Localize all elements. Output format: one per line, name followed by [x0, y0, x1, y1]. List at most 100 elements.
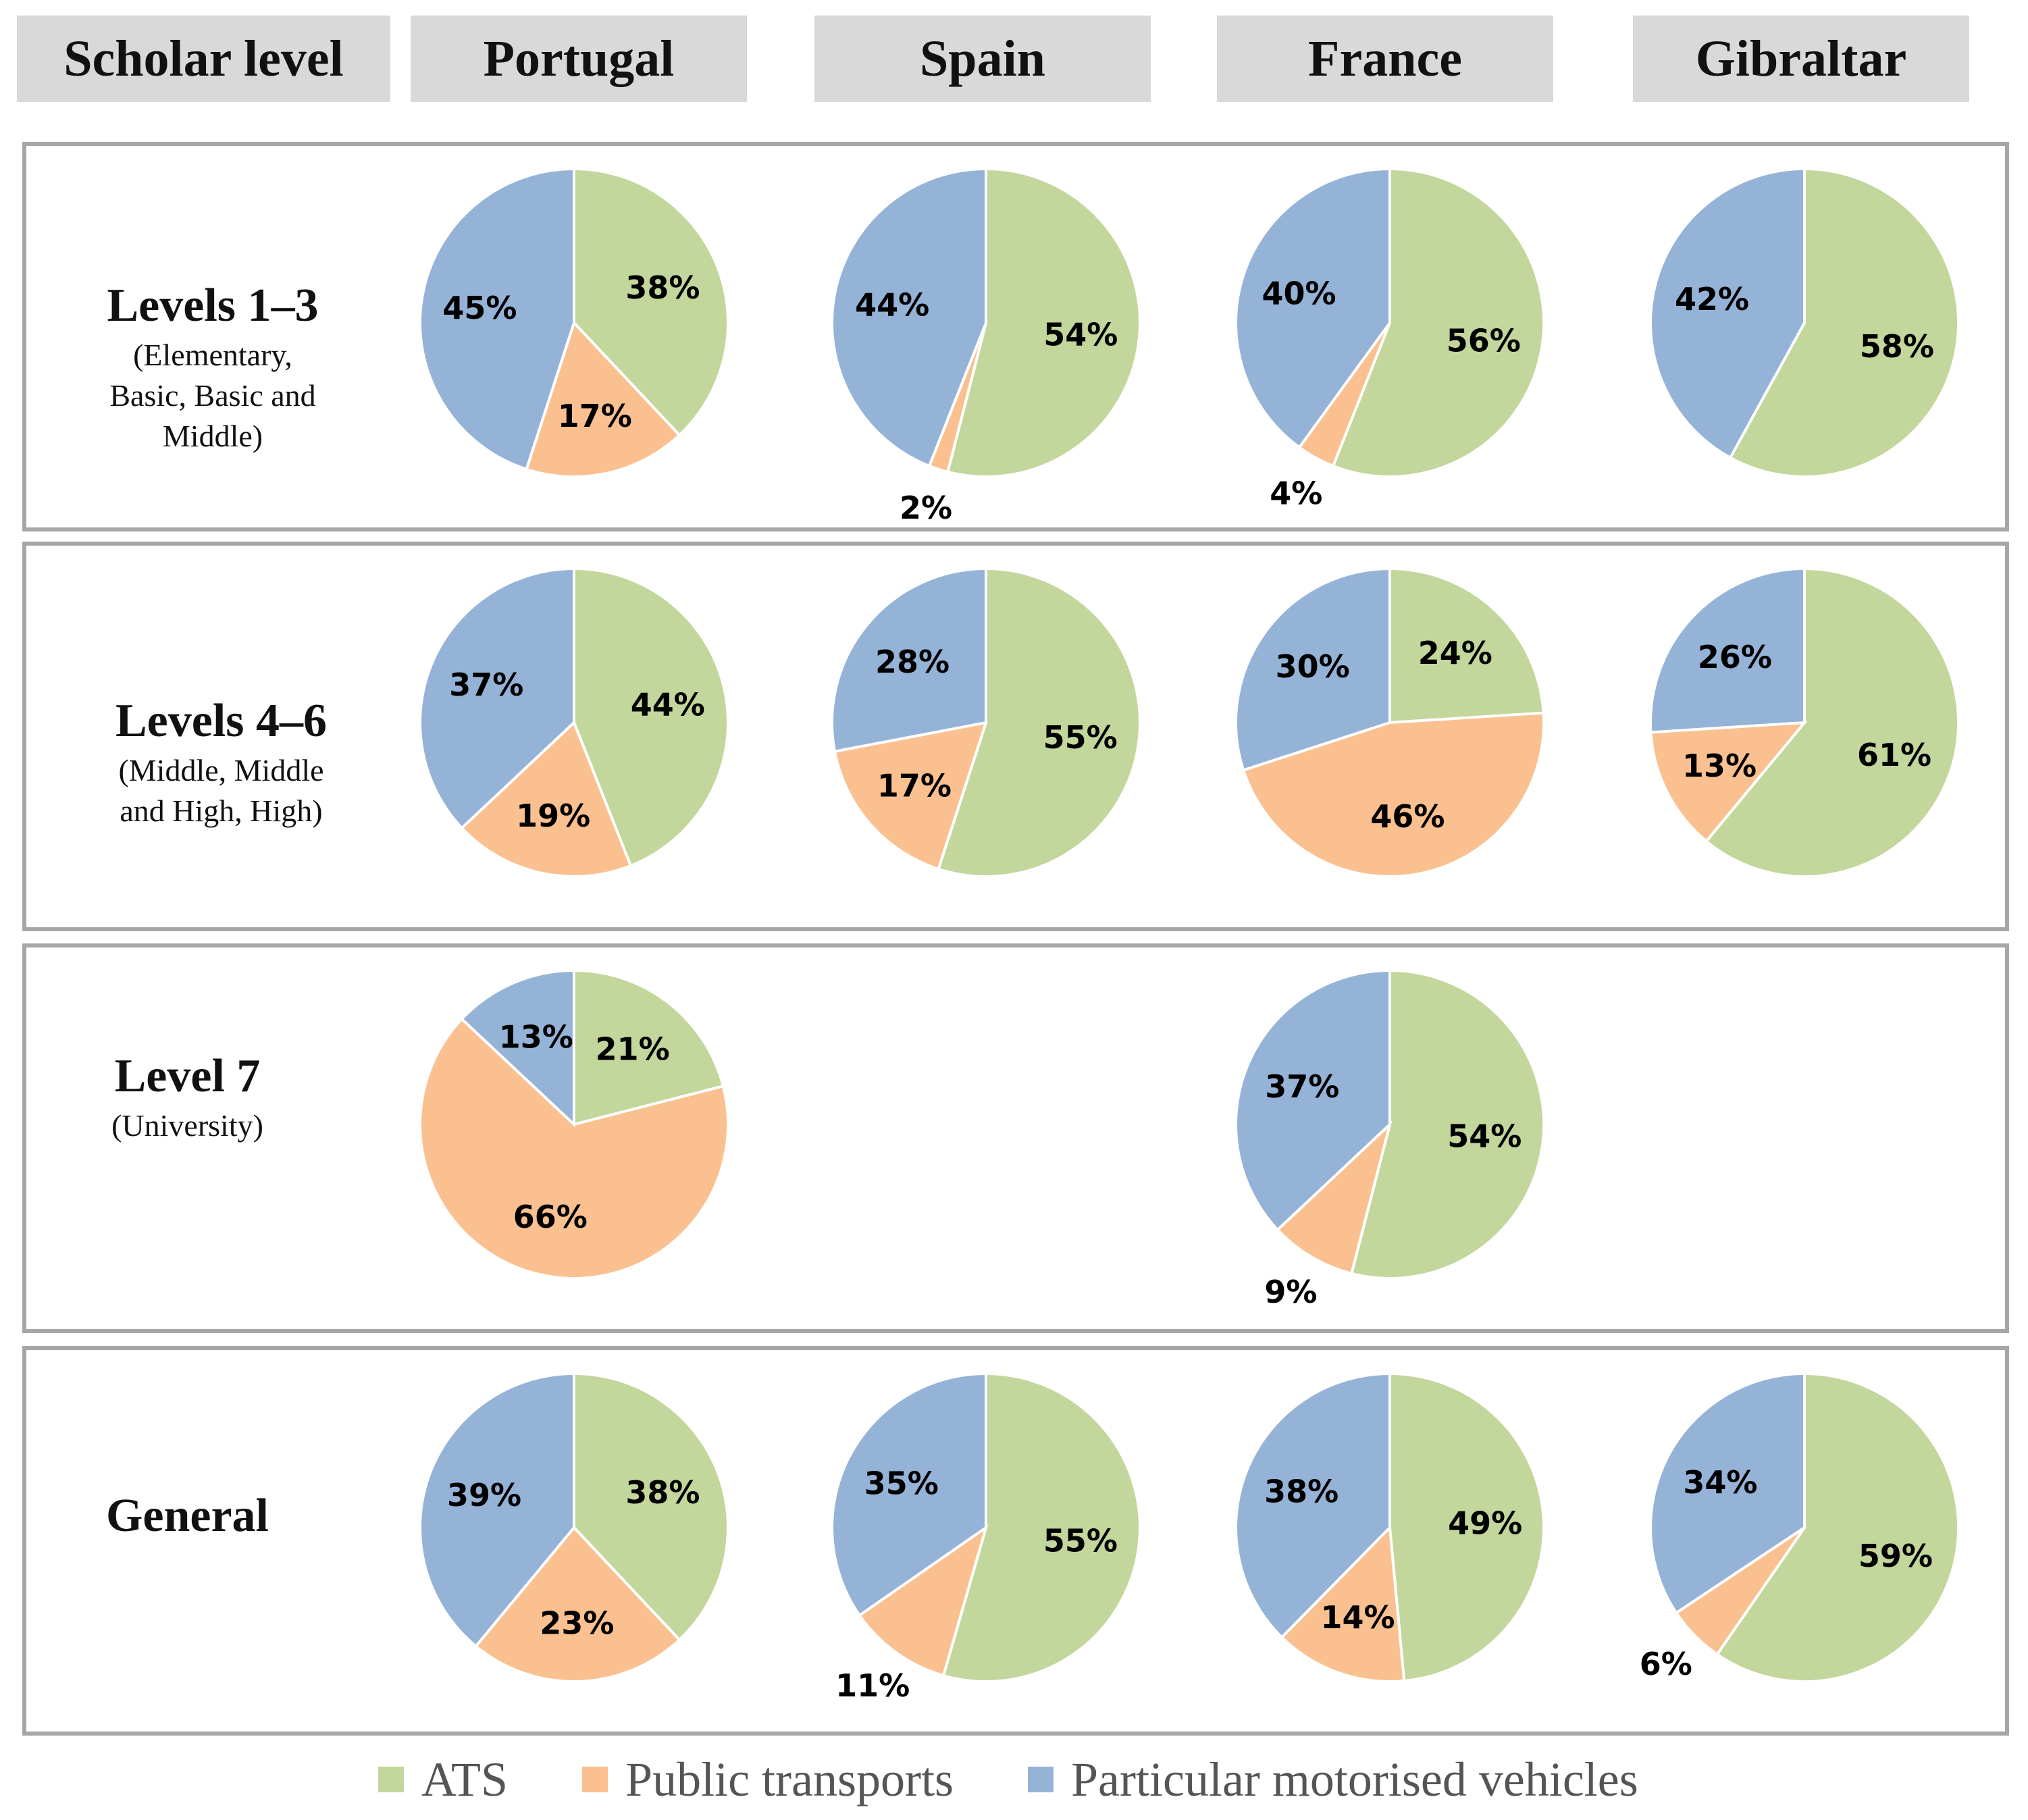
pie-slice-public [419, 1017, 729, 1280]
pie-slice-private [1234, 167, 1391, 450]
pie-label-private: 30% [1276, 648, 1350, 685]
pie-slice-ats [1715, 1372, 1960, 1683]
pie-label-private: 34% [1683, 1464, 1757, 1501]
header-portugal: Portugal [411, 16, 747, 102]
pie-label-public: 9% [1264, 1274, 1317, 1310]
pie-slice-ats [573, 968, 725, 1126]
pie-slice-ats [1388, 567, 1545, 725]
pie-slice-ats [945, 167, 1141, 478]
pie-label-public: 46% [1370, 798, 1445, 835]
pie-label-private: 40% [1262, 275, 1336, 311]
pie-slice-private [419, 167, 575, 471]
pie-spain-general: 55% 11% 35% [831, 1372, 1141, 1704]
pie-label-public: 66% [513, 1199, 588, 1235]
pie-label-ats: 49% [1448, 1505, 1522, 1541]
pie-france-general: 49% 14% 38% [1234, 1372, 1546, 1683]
pie-label-ats: 58% [1860, 328, 1934, 365]
pie-slice-ats [937, 567, 1141, 878]
pie-slice-ats [941, 1372, 1141, 1683]
row-label-sub: (University) [111, 1108, 263, 1143]
pie-slice-private [831, 1372, 987, 1617]
pie-slice-ats [1349, 968, 1545, 1280]
header-spain: Spain [814, 16, 1151, 102]
legend: ATS Public transports Particular motoris… [378, 1749, 1713, 1810]
pie-slice-public [473, 1525, 681, 1683]
pie-spain-levels-4-6: 55% 17% 28% [831, 567, 1141, 878]
pie-france-levels-1-3: 56% 4% 40% [1234, 167, 1545, 511]
pie-slice-private [1234, 968, 1391, 1232]
pie-label-private: 42% [1675, 281, 1749, 317]
pie-label-public: 23% [540, 1605, 614, 1641]
pie-label-ats: 55% [1043, 719, 1118, 756]
pie-label-public: 6% [1640, 1646, 1692, 1682]
pie-slice-public [525, 320, 681, 478]
pie-label-ats: 21% [596, 1031, 670, 1067]
row-label-sub: and High, High) [120, 794, 323, 828]
legend-item-public: Public transports [582, 1752, 954, 1808]
pie-label-ats: 38% [625, 269, 700, 306]
pie-label-private: 39% [447, 1477, 521, 1513]
legend-swatch-private [1028, 1767, 1054, 1792]
pie-label-ats: 59% [1858, 1538, 1933, 1574]
pie-slice-ats [1728, 167, 1960, 478]
row-label-sub: Middle) [162, 419, 263, 453]
pie-label-private: 45% [442, 290, 517, 326]
row-label-sub: (Middle, Middle [118, 753, 324, 787]
header-france: France [1217, 16, 1553, 102]
pie-slice-private [1649, 567, 1806, 734]
pie-slice-public [833, 721, 988, 871]
pie-france-level-7: 54% 9% 37% [1234, 968, 1545, 1310]
legend-label-public: Public transports [625, 1752, 954, 1806]
pie-slice-public [459, 720, 633, 878]
header-gibraltar: Gibraltar [1633, 16, 1969, 102]
pie-label-ats: 56% [1447, 322, 1521, 359]
row-label-sub: Basic, Basic and [109, 378, 316, 413]
pie-label-ats: 38% [625, 1474, 700, 1511]
pie-slice-public [1275, 1120, 1393, 1276]
pie-gibraltar-general: 59% 6% 34% [1640, 1372, 1960, 1683]
pie-label-ats: 54% [1043, 317, 1118, 353]
pie-gibraltar-levels-4-6: 61% 13% 26% [1649, 567, 1960, 878]
pie-label-public: 11% [835, 1667, 910, 1704]
pie-label-ats: 44% [631, 687, 705, 723]
pie-slice-private [419, 1372, 575, 1648]
legend-item-private: Particular motorised vehicles [1028, 1752, 1638, 1808]
pie-gibraltar-levels-1-3: 58% 42% [1649, 167, 1960, 478]
pie-label-public: 17% [558, 398, 632, 434]
pie-label-public: 14% [1321, 1599, 1395, 1636]
pie-label-public: 4% [1270, 475, 1322, 511]
row-label-main: General [105, 1490, 269, 1542]
pie-label-private: 13% [499, 1018, 573, 1055]
pie-slice-public [857, 1524, 989, 1678]
pie-slice-private [1234, 1372, 1391, 1640]
pie-label-private: 28% [875, 644, 950, 680]
pie-portugal-levels-1-3: 38% 17% 45% [419, 167, 730, 478]
row-label-main: Levels 4–6 [115, 695, 328, 747]
pie-slice-ats [573, 167, 730, 438]
pie-slice-public [1241, 711, 1545, 879]
legend-item-ats: ATS [378, 1752, 508, 1808]
pie-slice-public [1649, 721, 1808, 843]
legend-label-private: Particular motorised vehicles [1071, 1752, 1638, 1806]
pie-portugal-general: 38% 23% 39% [419, 1372, 729, 1683]
pie-slice-private [1234, 567, 1391, 772]
pie-label-ats: 61% [1857, 737, 1931, 773]
pie-slice-ats [1331, 167, 1545, 478]
pie-label-private: 38% [1264, 1473, 1338, 1509]
row-label-levels-4-6: Levels 4–6 (Middle, Middle and High, Hig… [68, 692, 375, 831]
row-label-level-7: Level 7 (University) [54, 1047, 321, 1146]
pie-label-ats: 54% [1447, 1118, 1522, 1155]
pie-label-public: 19% [516, 798, 590, 834]
row-level-7 [22, 943, 2009, 1333]
pie-label-private: 37% [449, 667, 523, 703]
pie-slice-ats [573, 567, 730, 868]
legend-swatch-ats [378, 1767, 404, 1792]
pie-label-private: 44% [855, 287, 929, 323]
pie-portugal-level-7: 21% 66% 13% [419, 968, 729, 1280]
pie-slice-private [1649, 167, 1806, 460]
pie-slice-ats [573, 1372, 729, 1642]
pie-label-ats: 55% [1043, 1523, 1118, 1559]
pie-slice-ats [1388, 1372, 1546, 1683]
pie-slice-private [831, 567, 987, 754]
pie-label-public: 17% [877, 767, 952, 804]
